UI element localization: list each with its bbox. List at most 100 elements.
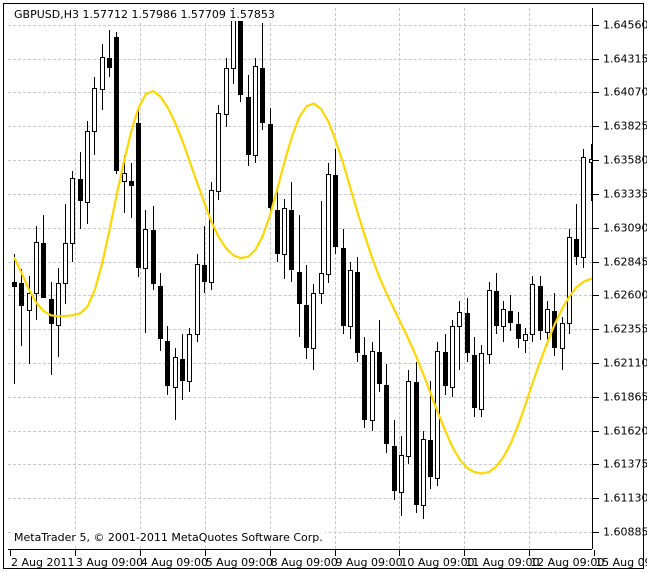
candlestick <box>201 8 207 549</box>
gridline-horizontal <box>8 24 592 26</box>
candlestick <box>289 8 295 549</box>
candlestick <box>41 8 47 549</box>
chart-frame: 1.64560 1.64315 1.64070 1.63825 1.63580 1.633… <box>3 3 647 571</box>
price-axis-label: 1.62110 <box>603 356 647 370</box>
price-tick <box>593 227 599 229</box>
candle-body <box>121 172 127 183</box>
time-axis-label: 5 Aug 09:00 <box>205 556 273 569</box>
candlestick <box>544 8 550 549</box>
candlestick <box>63 8 69 549</box>
candlestick <box>216 8 222 549</box>
candlestick <box>347 8 353 549</box>
candle-body <box>413 382 419 506</box>
candlestick <box>150 8 156 549</box>
time-axis-label: 15 Aug 09:00 <box>595 556 647 569</box>
candle-body <box>187 333 193 383</box>
price-tick <box>593 160 599 162</box>
candlestick <box>194 8 200 549</box>
candle-body <box>537 285 543 332</box>
candlestick <box>340 8 346 549</box>
candle-body <box>471 354 477 409</box>
price-axis-label: 1.62845 <box>603 255 647 269</box>
price-tick <box>593 464 599 466</box>
candlestick <box>457 8 463 549</box>
gridline-horizontal <box>8 58 592 60</box>
candlestick <box>523 8 528 549</box>
time-tick <box>10 550 11 556</box>
candle-body <box>106 57 112 68</box>
candle-body <box>114 37 120 172</box>
candlestick <box>552 8 558 549</box>
time-tick <box>334 550 336 556</box>
candle-body <box>70 178 76 245</box>
price-tick <box>593 261 599 263</box>
candle-body <box>420 438 426 507</box>
candlestick <box>172 8 178 549</box>
price-tick <box>593 396 599 398</box>
candle-body <box>172 357 178 388</box>
candlestick <box>559 8 565 549</box>
candlestick <box>428 8 434 549</box>
candle-body <box>559 322 565 350</box>
candle-body <box>12 281 17 288</box>
candlestick <box>304 8 309 549</box>
time-axis-label: 4 Aug 09:00 <box>140 556 208 569</box>
price-axis-label: 1.63580 <box>603 153 647 167</box>
candle-body <box>435 350 441 479</box>
candlestick <box>179 8 185 549</box>
time-axis-label: 10 Aug 09:00 <box>400 556 475 569</box>
time-tick <box>464 550 466 556</box>
price-tick <box>593 58 599 60</box>
candle-body <box>128 180 134 187</box>
candle-body <box>304 304 309 348</box>
time-tick <box>399 550 401 556</box>
candle-body <box>318 273 324 294</box>
time-tick <box>269 550 271 556</box>
candle-body <box>377 351 382 384</box>
chart-plot-area[interactable] <box>8 8 592 549</box>
candlestick <box>420 8 426 549</box>
candlestick <box>391 8 397 549</box>
candle-body <box>457 311 463 328</box>
candle-body <box>136 122 142 268</box>
candle-wick <box>130 162 132 219</box>
candle-wick <box>14 253 15 384</box>
candlestick <box>114 8 120 549</box>
candle-body <box>63 242 69 285</box>
price-axis-label: 1.64560 <box>603 18 647 32</box>
price-axis-label: 1.61865 <box>603 390 647 404</box>
candlestick <box>92 8 98 549</box>
price-axis-label: 1.64315 <box>603 52 647 66</box>
price-scale[interactable]: 1.64560 1.64315 1.64070 1.63825 1.63580 1.633… <box>592 8 647 549</box>
candle-body <box>231 19 236 69</box>
candle-body <box>19 282 25 307</box>
candlestick <box>209 8 215 549</box>
candlestick <box>231 8 236 549</box>
candle-body <box>77 179 83 202</box>
candle-wick <box>123 154 125 213</box>
time-scale[interactable]: 2 Aug 2011 3 Aug 09:00 4 Aug 09:00 5 Aug 09… <box>8 549 647 571</box>
candle-body <box>165 340 171 387</box>
candle-body <box>150 230 156 285</box>
candle-body <box>464 313 470 354</box>
candle-body <box>179 358 185 381</box>
candle-body <box>544 309 550 333</box>
time-axis-label: 11 Aug 09:00 <box>465 556 540 569</box>
candle-body <box>26 292 32 311</box>
candlestick <box>245 8 251 549</box>
price-tick <box>593 430 599 432</box>
candle-body <box>552 310 558 348</box>
candle-body <box>216 113 222 192</box>
candle-body <box>252 66 258 156</box>
candle-body <box>515 324 521 340</box>
candle-body <box>296 271 302 304</box>
price-tick <box>593 24 599 26</box>
candle-body <box>267 124 273 209</box>
candle-body <box>493 291 499 326</box>
candlestick <box>106 8 112 549</box>
candle-body <box>41 242 47 299</box>
candle-body <box>362 354 368 420</box>
candle-body <box>55 282 61 326</box>
price-tick <box>593 532 599 534</box>
